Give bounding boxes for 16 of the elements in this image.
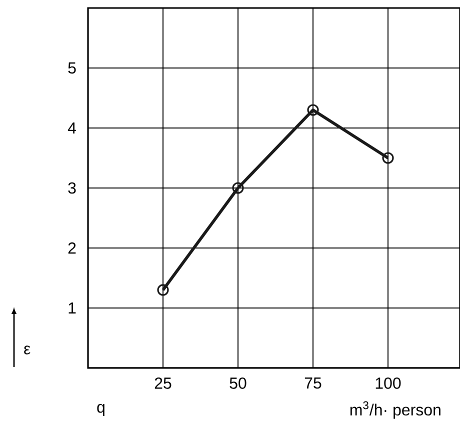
point — [157, 284, 169, 296]
point — [382, 152, 394, 164]
x-axis-title: q — [97, 404, 104, 416]
y-axis-title: ε — [24, 346, 30, 354]
point — [232, 182, 244, 194]
y-tick-label: 5 — [68, 62, 76, 74]
y-tick-label: 1 — [68, 302, 76, 314]
x-tick-label: 100 — [376, 378, 401, 389]
y-tick-label: 3 — [68, 182, 76, 194]
text: m$^{3}$/h· person — [350, 401, 440, 419]
x-tick-label: 25 — [154, 378, 172, 389]
x-tick-label: 75 — [304, 378, 322, 389]
x-tick-label: 50 — [230, 378, 246, 389]
y-tick-label: 4 — [68, 122, 76, 134]
y-tick-label: 2 — [68, 242, 76, 254]
point — [307, 104, 319, 116]
